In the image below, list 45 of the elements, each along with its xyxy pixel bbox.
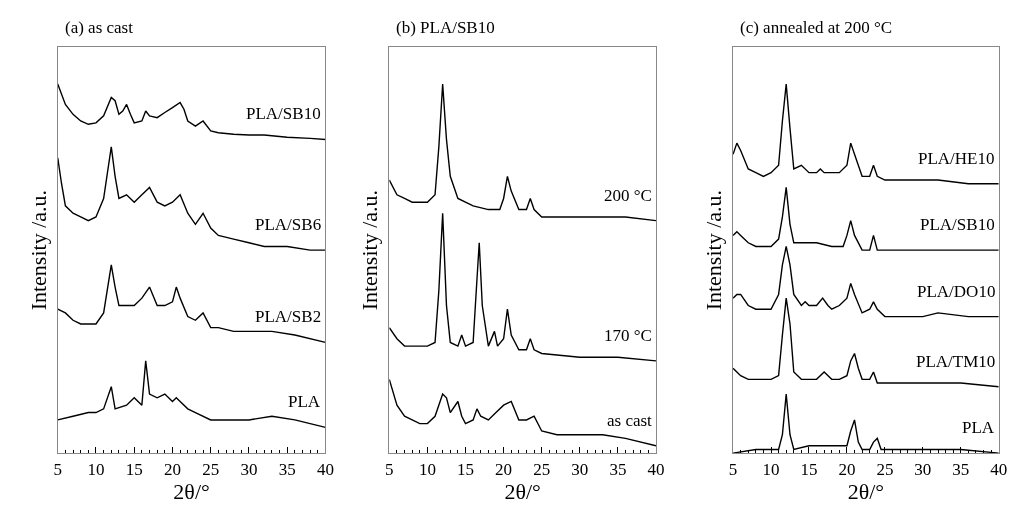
x-tick-label: 5 (385, 459, 394, 479)
x-tick-label: 10 (762, 459, 780, 479)
series-label: PLA (288, 392, 321, 411)
series-label: PLA (962, 418, 995, 437)
series-label: PLA/SB10 (920, 215, 995, 234)
series-label: PLA/SB2 (255, 307, 322, 326)
x-tick-label: 30 (914, 459, 932, 479)
series-label: PLA/SB10 (246, 104, 321, 123)
x-axis-title: 2θ/° (847, 479, 885, 505)
x-tick-label: 40 (990, 459, 1008, 479)
x-tick-label: 35 (609, 459, 627, 479)
x-axis-title: 2θ/° (173, 479, 210, 505)
x-tick-label: 35 (278, 459, 296, 479)
x-tick-label: 15 (125, 459, 143, 479)
x-tick-label: 25 (533, 459, 551, 479)
x-tick-label: 40 (316, 459, 334, 479)
x-tick-label: 10 (418, 459, 436, 479)
x-tick-label: 5 (53, 459, 62, 479)
x-tick-label: 15 (800, 459, 818, 479)
y-axis-title: Intensity /a.u. (700, 189, 726, 311)
series-label: 200 °C (604, 186, 652, 205)
x-tick-label: 30 (571, 459, 589, 479)
x-tick-label: 25 (876, 459, 894, 479)
x-tick-label: 20 (495, 459, 513, 479)
series-label: PLA/HE10 (918, 149, 995, 168)
series-label: as cast (607, 411, 653, 430)
x-tick-label: 15 (457, 459, 475, 479)
x-tick-label: 30 (240, 459, 258, 479)
x-tick-label: 5 (728, 459, 738, 479)
x-tick-label: 10 (87, 459, 105, 479)
series-label: PLA/DO10 (917, 282, 996, 301)
x-tick-label: 25 (202, 459, 220, 479)
series-label: 170 °C (604, 326, 652, 345)
x-tick-label: 20 (163, 459, 181, 479)
x-tick-label: 40 (647, 459, 665, 479)
x-tick-label: 35 (952, 459, 970, 479)
series-label: PLA/SB6 (255, 215, 322, 234)
chart-title: (c) annealed at 200 °C (740, 18, 893, 37)
x-axis-title: 2θ/° (504, 479, 541, 505)
y-axis-title: Intensity /a.u. (25, 189, 51, 311)
x-tick-label: 20 (838, 459, 856, 479)
series-label: PLA/TM10 (916, 352, 996, 371)
chart-title: (a) as cast (65, 18, 134, 37)
chart-title: (b) PLA/SB10 (396, 18, 495, 37)
y-axis-title: Intensity /a.u. (357, 189, 383, 311)
